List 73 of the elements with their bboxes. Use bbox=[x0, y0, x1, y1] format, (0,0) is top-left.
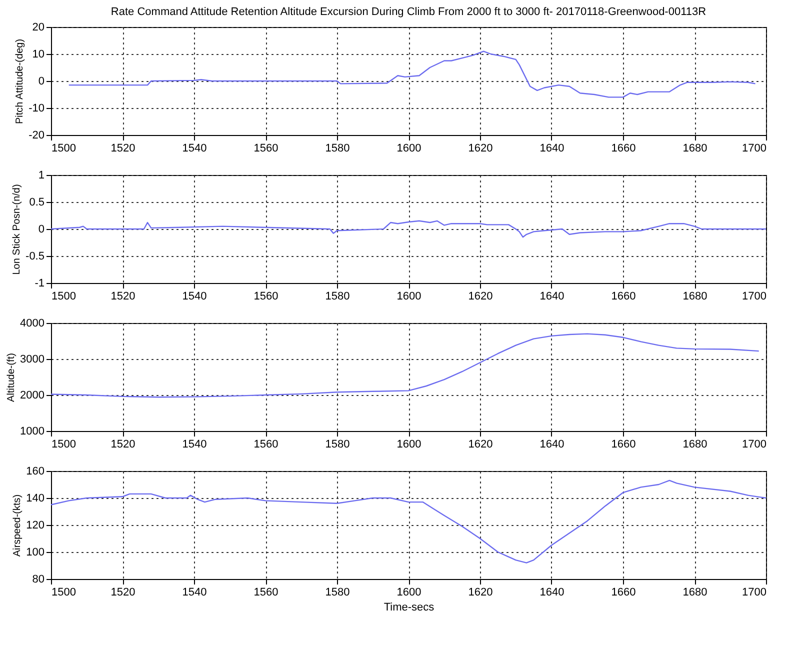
x-tick-label: 1560 bbox=[254, 142, 278, 154]
x-tick-label: 1560 bbox=[254, 586, 278, 598]
x-tick-label: 1620 bbox=[468, 438, 493, 450]
line-series bbox=[50, 480, 767, 564]
y-tick-label: -1 bbox=[34, 278, 44, 290]
x-tick-label: 1500 bbox=[52, 438, 76, 450]
x-tick-label: 1660 bbox=[611, 290, 636, 302]
y-tick-label: 4000 bbox=[20, 318, 44, 330]
y-axis-title: Airspeed-(kts) bbox=[12, 494, 24, 557]
x-tick-label: 1700 bbox=[742, 586, 766, 598]
y-tick-label: -20 bbox=[28, 130, 44, 142]
y-tick-label: -10 bbox=[28, 102, 44, 114]
x-tick-label: 1680 bbox=[682, 142, 708, 154]
x-tick-label: 1640 bbox=[540, 438, 564, 450]
x-tick-label: 1600 bbox=[396, 438, 422, 450]
x-tick-label: 1620 bbox=[468, 290, 493, 302]
x-tick-label: 1560 bbox=[254, 290, 278, 302]
y-tick-label: 3000 bbox=[20, 354, 44, 366]
x-tick-label: 1640 bbox=[540, 290, 564, 302]
line-series bbox=[50, 333, 760, 398]
y-tick-label: 140 bbox=[26, 492, 44, 504]
y-tick-label: 0 bbox=[38, 224, 44, 236]
y-axis-title: Pitch Attitude-(deg) bbox=[14, 38, 26, 124]
y-axis-title: Lon Stick Posn-(n/d) bbox=[12, 184, 23, 275]
x-tick-label: 1660 bbox=[611, 586, 636, 598]
x-tick-label: 1560 bbox=[254, 438, 278, 450]
x-tick-label: 1660 bbox=[611, 142, 636, 154]
line-series bbox=[50, 220, 767, 238]
y-tick-label: 1 bbox=[38, 170, 44, 182]
x-tick-label: 1540 bbox=[182, 586, 207, 598]
y-tick-label: 10 bbox=[32, 48, 44, 60]
x-tick-label: 1500 bbox=[52, 142, 76, 154]
line-series bbox=[68, 50, 756, 98]
y-tick-label: 120 bbox=[26, 520, 44, 532]
x-tick-label: 1540 bbox=[182, 290, 207, 302]
x-tick-label: 1680 bbox=[682, 438, 708, 450]
chart-title: Rate Command Attitude Retention Altitude Excursion During Climb From 2000 ft to 3000 ft- 20170118-Greenwood-00113R bbox=[110, 6, 706, 18]
y-tick-label: 100 bbox=[26, 546, 44, 558]
x-tick-label: 1520 bbox=[110, 290, 136, 302]
y-tick-label: 2000 bbox=[20, 390, 44, 402]
x-tick-label: 1520 bbox=[110, 586, 136, 598]
x-tick-label: 1680 bbox=[682, 586, 708, 598]
x-tick-label: 1620 bbox=[468, 142, 493, 154]
y-tick-label: 160 bbox=[26, 466, 44, 478]
x-tick-label: 1540 bbox=[182, 438, 207, 450]
x-tick-label: 1700 bbox=[742, 290, 766, 302]
x-tick-label: 1700 bbox=[742, 438, 766, 450]
x-tick-label: 1580 bbox=[325, 586, 350, 598]
x-tick-label: 1680 bbox=[682, 290, 708, 302]
x-tick-label: 1520 bbox=[110, 142, 136, 154]
x-tick-label: 1500 bbox=[52, 290, 76, 302]
y-tick-label: 20 bbox=[32, 22, 44, 34]
y-tick-label: -0.5 bbox=[26, 250, 44, 262]
y-tick-label: 0 bbox=[38, 76, 44, 88]
x-tick-label: 1640 bbox=[540, 586, 564, 598]
x-tick-label: 1500 bbox=[52, 586, 76, 598]
x-tick-label: 1660 bbox=[611, 438, 636, 450]
y-axis-title: Altitude-(ft) bbox=[6, 353, 18, 402]
x-tick-label: 1600 bbox=[396, 142, 422, 154]
x-tick-label: 1600 bbox=[396, 290, 422, 302]
x-axis-title: Time-secs bbox=[384, 602, 435, 614]
y-tick-label: 1000 bbox=[20, 426, 44, 438]
y-tick-label: 0.5 bbox=[29, 196, 44, 208]
x-tick-label: 1600 bbox=[396, 586, 422, 598]
x-tick-label: 1540 bbox=[182, 142, 207, 154]
x-tick-label: 1700 bbox=[742, 142, 766, 154]
x-tick-label: 1580 bbox=[325, 290, 350, 302]
x-tick-label: 1620 bbox=[468, 586, 493, 598]
x-tick-label: 1580 bbox=[325, 438, 350, 450]
x-tick-label: 1580 bbox=[325, 142, 350, 154]
x-tick-label: 1520 bbox=[110, 438, 136, 450]
x-tick-label: 1640 bbox=[540, 142, 564, 154]
y-tick-label: 80 bbox=[32, 574, 44, 586]
